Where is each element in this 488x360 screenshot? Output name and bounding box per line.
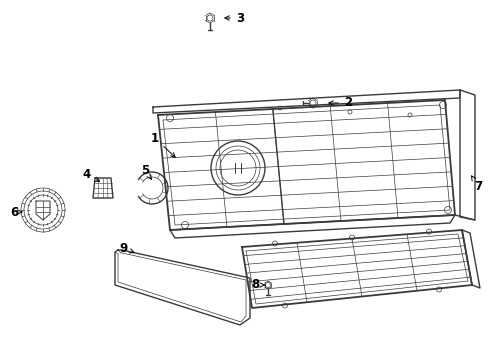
Text: 5: 5 <box>141 163 151 179</box>
Text: 8: 8 <box>250 279 264 292</box>
Text: 4: 4 <box>82 168 100 181</box>
Text: 6: 6 <box>10 206 22 219</box>
Text: 3: 3 <box>224 12 244 24</box>
Text: 1: 1 <box>151 131 175 157</box>
Text: 7: 7 <box>470 176 481 193</box>
Text: 2: 2 <box>328 96 351 109</box>
Text: 9: 9 <box>119 242 134 255</box>
